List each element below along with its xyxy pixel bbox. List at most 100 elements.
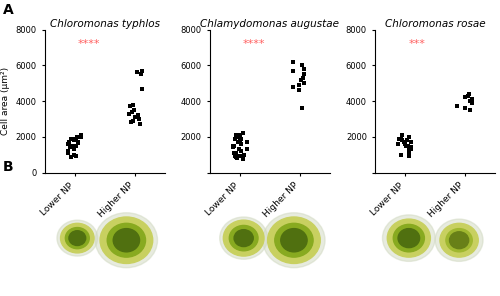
Point [468, 100, 475, 105]
Title: Chlamydomonas augustae: Chlamydomonas augustae [200, 19, 340, 29]
Point [300, 67, 308, 71]
Point [70, 147, 78, 152]
Circle shape [230, 226, 258, 251]
Point [72, 154, 80, 159]
Point [406, 149, 413, 153]
Point [72, 143, 80, 148]
Point [237, 141, 245, 146]
Point [461, 95, 469, 100]
Point [134, 70, 141, 75]
Point [466, 108, 474, 112]
Text: B: B [2, 160, 13, 174]
Point [73, 134, 81, 139]
Point [397, 152, 405, 157]
Circle shape [450, 232, 468, 249]
Point [242, 140, 250, 144]
Y-axis label: Cell area (μm²): Cell area (μm²) [1, 67, 10, 135]
Point [405, 150, 413, 155]
Point [404, 154, 412, 159]
Point [398, 138, 406, 143]
Point [233, 134, 241, 139]
Point [66, 145, 74, 150]
Point [231, 154, 239, 159]
Text: A: A [2, 3, 13, 17]
Point [134, 113, 142, 118]
Point [398, 133, 406, 137]
Point [300, 81, 308, 86]
Point [237, 136, 245, 141]
Circle shape [268, 217, 320, 263]
Point [400, 141, 408, 146]
Point [239, 157, 247, 162]
Point [136, 122, 144, 127]
Point [240, 152, 248, 157]
Point [466, 99, 474, 103]
Point [130, 108, 138, 112]
Point [138, 68, 146, 73]
Point [232, 155, 240, 160]
Circle shape [100, 217, 152, 263]
Point [230, 143, 238, 148]
Point [138, 86, 145, 91]
Point [464, 93, 471, 98]
Point [229, 143, 237, 148]
Circle shape [388, 219, 430, 257]
Point [70, 152, 78, 157]
Point [64, 149, 72, 153]
Point [400, 140, 408, 144]
Point [126, 104, 134, 109]
Title: Chloromonas typhlos: Chloromonas typhlos [50, 19, 160, 29]
Point [68, 143, 76, 148]
Circle shape [281, 229, 307, 252]
Point [406, 134, 413, 139]
Point [74, 141, 82, 145]
Point [64, 141, 72, 146]
Point [233, 156, 241, 161]
Circle shape [234, 230, 253, 247]
Circle shape [60, 223, 94, 253]
Point [237, 149, 245, 153]
Point [77, 133, 85, 137]
Point [296, 88, 304, 93]
Circle shape [224, 220, 264, 256]
Point [137, 72, 145, 77]
Point [289, 68, 297, 73]
Point [468, 97, 476, 102]
Point [126, 111, 134, 116]
Circle shape [435, 219, 483, 261]
Point [298, 106, 306, 111]
Point [300, 72, 308, 77]
Point [295, 83, 303, 87]
Point [65, 140, 73, 144]
Circle shape [69, 231, 86, 245]
Point [289, 84, 297, 89]
Point [406, 145, 414, 150]
Circle shape [382, 215, 435, 261]
Text: ***: *** [408, 38, 425, 49]
Circle shape [440, 223, 478, 257]
Circle shape [107, 223, 146, 257]
Point [129, 118, 137, 123]
Point [71, 136, 79, 141]
Point [299, 75, 307, 80]
Point [296, 77, 304, 82]
Point [398, 136, 406, 141]
Circle shape [66, 228, 90, 249]
Point [72, 138, 80, 143]
Point [236, 147, 244, 152]
Point [232, 134, 240, 139]
Point [403, 138, 411, 143]
Circle shape [394, 224, 424, 252]
Point [236, 133, 244, 137]
Point [394, 136, 402, 141]
Point [232, 150, 239, 155]
Circle shape [398, 229, 419, 248]
Point [128, 110, 136, 114]
Point [74, 140, 82, 144]
Point [70, 138, 78, 143]
Point [298, 63, 306, 68]
Point [77, 134, 85, 139]
Point [232, 133, 240, 137]
Point [290, 59, 298, 64]
Text: ****: **** [78, 38, 100, 49]
